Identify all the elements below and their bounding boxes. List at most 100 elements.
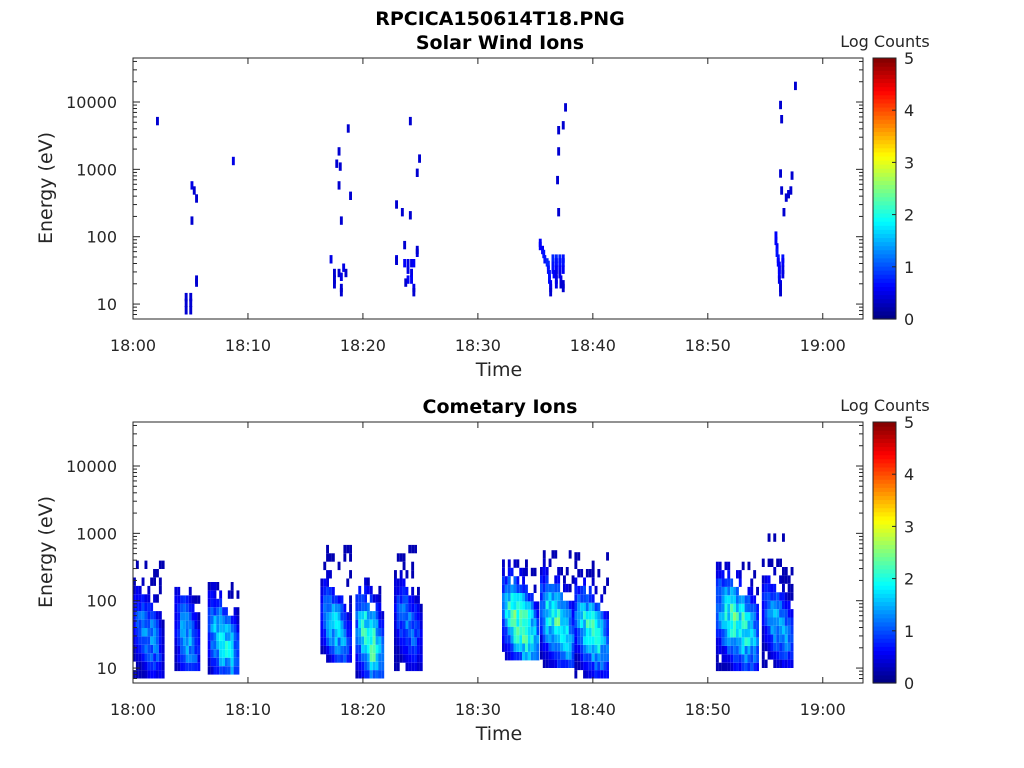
heatmap-cell [510, 601, 514, 610]
heatmap-cell [144, 611, 148, 620]
heatmap-cell [597, 569, 601, 578]
heatmap-cell [135, 670, 139, 679]
heatmap-cell [583, 619, 586, 628]
heatmap-cell [414, 595, 417, 604]
heatmap-cell [412, 288, 416, 297]
colorbar-swatch [873, 265, 896, 271]
heatmap-cell [364, 619, 367, 628]
heatmap-cell [213, 640, 217, 650]
heatmap-cell [750, 629, 754, 638]
heatmap-cell [554, 659, 558, 668]
heatmap-cell [191, 595, 195, 604]
heatmap-cell [715, 654, 719, 663]
heatmap-cell [565, 609, 569, 618]
heatmap-cell [135, 619, 139, 628]
heatmap-cell [381, 619, 385, 628]
heatmap-cell [580, 594, 584, 603]
heatmap-cell [510, 652, 514, 661]
heatmap-cell [790, 567, 794, 576]
heatmap-cell [565, 626, 569, 635]
heatmap-cell [784, 634, 788, 643]
heatmap-cell [366, 611, 370, 620]
heatmap-cell [156, 116, 159, 126]
heatmap-cell [516, 643, 520, 652]
heatmap-cell [150, 577, 154, 586]
colorbar-swatch [873, 58, 896, 63]
colorbar-tick-label: 4 [904, 101, 914, 120]
heatmap-cell [519, 635, 523, 644]
heatmap-cell [161, 619, 165, 628]
heatmap-cell [194, 629, 198, 638]
heatmap-cell [510, 635, 514, 644]
heatmap-cell [340, 637, 344, 646]
heatmap-cell [554, 275, 558, 284]
heatmap-cell [533, 635, 537, 644]
heatmap-cell [718, 637, 722, 646]
heatmap-cell [738, 629, 742, 638]
heatmap-cell [180, 654, 183, 663]
heatmap-cell [408, 662, 412, 672]
heatmap-cell [565, 642, 569, 652]
heatmap-cell [540, 626, 543, 635]
heatmap-cell [326, 570, 329, 579]
heatmap-cell [402, 629, 406, 638]
heatmap-cell [775, 243, 779, 252]
heatmap-cell [594, 602, 598, 612]
heatmap-cell [525, 626, 528, 636]
heatmap-cell [414, 629, 417, 638]
heatmap-cell [158, 661, 162, 671]
heatmap-cell [594, 611, 598, 620]
heatmap-cell [580, 619, 584, 628]
heatmap-cell [580, 653, 584, 662]
heatmap-cell [369, 636, 373, 645]
heatmap-cell [190, 216, 194, 225]
heatmap-cell [346, 578, 350, 587]
heatmap-cell [417, 603, 420, 613]
heatmap-cell [773, 642, 777, 652]
heatmap-cell [507, 643, 511, 652]
heatmap-cells [133, 533, 794, 679]
heatmap-cell [519, 626, 523, 636]
y-tick-label: 10000 [66, 93, 117, 112]
heatmap-cell [144, 628, 148, 637]
colorbar-swatch [873, 548, 896, 554]
heatmap-cell [396, 629, 400, 638]
heatmap-cell [337, 620, 341, 629]
heatmap-cell [568, 642, 572, 652]
heatmap-cell [787, 190, 790, 199]
heatmap-cell [559, 275, 563, 284]
heatmap-cell [522, 576, 525, 585]
heatmap-cell [560, 634, 563, 643]
colorbar-swatch [873, 176, 896, 181]
heatmap-cell [519, 618, 523, 627]
heatmap-cell [405, 654, 409, 663]
heatmap-cell [216, 615, 220, 625]
x-axis: 18:00 18:10 18:20 18:30 18:40 18:50 19:00 [110, 58, 846, 355]
heatmap-cell [227, 657, 231, 667]
heatmap-cell [405, 603, 409, 613]
heatmap-cell [718, 629, 722, 638]
heatmap-cell [591, 653, 595, 662]
heatmap-cell [565, 634, 569, 643]
heatmap-cell [606, 628, 609, 637]
heatmap-cell [225, 649, 228, 658]
heatmap-cell [408, 603, 412, 613]
heatmap-cell [588, 636, 592, 645]
colorbar-swatch [873, 466, 896, 472]
heatmap-cell [516, 593, 520, 602]
heatmap-cell [730, 645, 734, 655]
colorbar-swatch [873, 536, 896, 541]
heatmap-cell [411, 612, 415, 621]
heatmap-cell [516, 635, 520, 644]
heatmap-cell [415, 168, 419, 177]
heatmap-cell [733, 586, 736, 596]
colorbar-swatch [873, 98, 896, 104]
heatmap-cell [346, 629, 350, 638]
heatmap-cell [502, 567, 505, 577]
heatmap-cell [219, 624, 223, 633]
heatmap-cell [417, 637, 420, 646]
heatmap-cell [761, 634, 765, 643]
heatmap-cell [233, 640, 237, 650]
